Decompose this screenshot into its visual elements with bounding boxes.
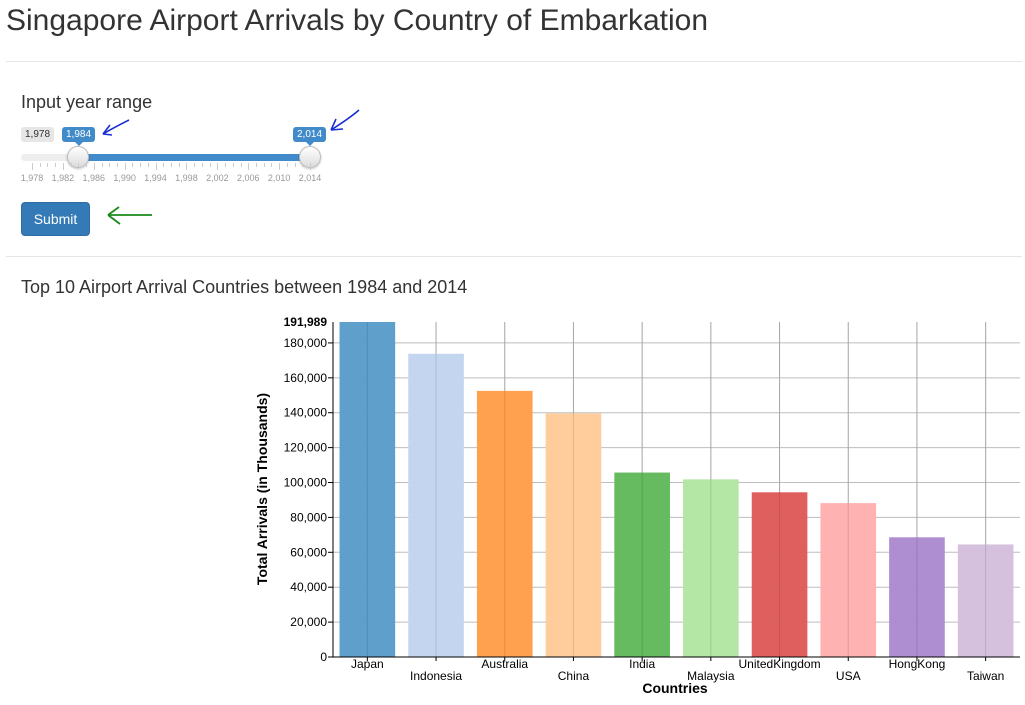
bar-australia[interactable] xyxy=(476,390,533,657)
slider-to-label: 2,014 xyxy=(293,127,327,146)
y-tick-label: 20,000 xyxy=(290,615,327,629)
x-tick-label: India xyxy=(629,657,655,671)
slider-grid-minor-tick xyxy=(302,163,304,167)
slider-grid-minor-tick xyxy=(55,163,57,167)
x-tick-label: USA xyxy=(836,669,861,683)
slider-grid-label: 2,014 xyxy=(298,173,322,183)
x-axis-label: Countries xyxy=(642,680,708,696)
bar-japan[interactable] xyxy=(339,322,396,657)
x-tick-label: Japan xyxy=(351,657,384,671)
slider-min-label: 1,978 xyxy=(21,127,55,142)
slider-grid-label: 1,994 xyxy=(144,173,167,183)
x-tick-label: China xyxy=(558,669,590,683)
slider-grid-tick xyxy=(62,163,64,170)
slider-grid-label: 1,986 xyxy=(82,173,106,183)
y-tick-label: 140,000 xyxy=(284,406,328,420)
slider-grid-minor-tick xyxy=(109,163,111,167)
bar-india[interactable] xyxy=(614,472,670,657)
slider-grid-minor-tick xyxy=(163,163,165,167)
slider-grid-label: 2,002 xyxy=(206,173,229,183)
y-tick-label: 60,000 xyxy=(290,545,327,559)
slider-grid-tick xyxy=(279,163,281,170)
bar-unitedkingdom[interactable] xyxy=(751,492,808,657)
slider-grid-tick xyxy=(93,163,95,170)
slider-grid-tick xyxy=(217,163,219,170)
y-tick-label: 180,000 xyxy=(284,336,328,350)
slider-grid-minor-tick xyxy=(255,163,257,167)
slider-grid-minor-tick xyxy=(286,163,288,167)
slider-grid-minor-tick xyxy=(225,163,227,167)
slider-grid-minor-tick xyxy=(78,163,80,167)
bar-hongkong[interactable] xyxy=(889,537,945,657)
y-tick-label: 80,000 xyxy=(290,510,327,524)
slider-grid-minor-tick xyxy=(240,163,242,167)
page-title: Singapore Airport Arrivals by Country of… xyxy=(6,4,708,37)
x-tick-label: Indonesia xyxy=(410,669,462,683)
green-arrow-icon xyxy=(107,206,153,225)
divider xyxy=(6,256,1022,257)
slider-from-handle[interactable] xyxy=(67,146,89,168)
slider-grid-minor-tick xyxy=(147,163,149,167)
divider xyxy=(6,61,1022,62)
slider-grid-minor-tick xyxy=(201,163,203,167)
bar-malaysia[interactable] xyxy=(683,479,739,657)
slider-grid-label: 1,998 xyxy=(175,173,198,183)
y-tick-label: 160,000 xyxy=(284,371,328,385)
submit-button[interactable]: Submit xyxy=(21,202,90,236)
slider-grid-tick xyxy=(310,163,311,170)
year-range-slider[interactable]: 1,978 1,984 2,014 1,978 1,982 1,986 1,990 1,… xyxy=(21,125,331,187)
bar-usa[interactable] xyxy=(820,503,877,657)
x-tick-label: Taiwan xyxy=(967,669,1004,683)
x-tick-label: UnitedKingdom xyxy=(739,657,821,671)
slider-grid-minor-tick xyxy=(209,163,211,167)
slider-grid-tick xyxy=(155,163,157,170)
slider-grid-minor-tick xyxy=(70,163,72,167)
slider-grid-tick xyxy=(248,163,250,170)
slider-grid-minor-tick xyxy=(39,163,41,167)
slider-grid-minor-tick xyxy=(178,163,180,167)
slider-grid-minor-tick xyxy=(171,163,172,167)
slider-grid-minor-tick xyxy=(132,163,134,167)
y-tick-label: 40,000 xyxy=(290,580,327,594)
year-range-label: Input year range xyxy=(21,92,153,112)
slider-grid-minor-tick xyxy=(47,163,49,167)
slider-grid-minor-tick xyxy=(194,163,196,167)
blue-arrow-icon xyxy=(102,119,130,136)
slider-grid-label: 2,010 xyxy=(267,173,291,183)
slider-grid-label: 1,978 xyxy=(20,173,44,183)
x-tick-label: Malaysia xyxy=(687,669,735,683)
blue-arrow-icon xyxy=(330,109,360,131)
slider-from-label: 1,984 xyxy=(62,127,96,146)
bar-taiwan[interactable] xyxy=(957,544,1014,657)
y-tick-label: 0 xyxy=(320,650,327,664)
bar-china[interactable] xyxy=(545,413,602,657)
x-tick-label: Australia xyxy=(481,657,528,671)
slider-grid-tick xyxy=(32,163,33,170)
slider-grid-minor-tick xyxy=(294,163,296,167)
slider-grid-minor-tick xyxy=(101,163,103,167)
slider-grid-label: 1,990 xyxy=(113,173,136,183)
y-max-label: 191,989 xyxy=(284,315,328,329)
bar-indonesia[interactable] xyxy=(408,353,464,657)
slider-grid-minor-tick xyxy=(86,163,88,167)
slider-grid-minor-tick xyxy=(232,163,234,167)
slider-grid-tick xyxy=(186,163,188,170)
y-tick-label: 120,000 xyxy=(284,441,328,455)
slider-grid-minor-tick xyxy=(263,163,265,167)
results-heading: Top 10 Airport Arrival Countries between… xyxy=(21,277,468,297)
x-tick-label: HongKong xyxy=(889,657,946,671)
slider-grid-minor-tick xyxy=(140,163,142,167)
y-axis-label: Total Arrivals (in Thousands) xyxy=(254,393,270,585)
slider-selected-range[interactable] xyxy=(78,154,310,161)
slider-grid-tick xyxy=(124,163,126,170)
slider-grid-minor-tick xyxy=(116,163,118,167)
y-tick-label: 100,000 xyxy=(284,476,328,490)
slider-grid-label: 2,006 xyxy=(236,173,260,183)
slider-grid-label: 1,982 xyxy=(51,173,75,183)
slider-grid-minor-tick xyxy=(271,163,273,167)
